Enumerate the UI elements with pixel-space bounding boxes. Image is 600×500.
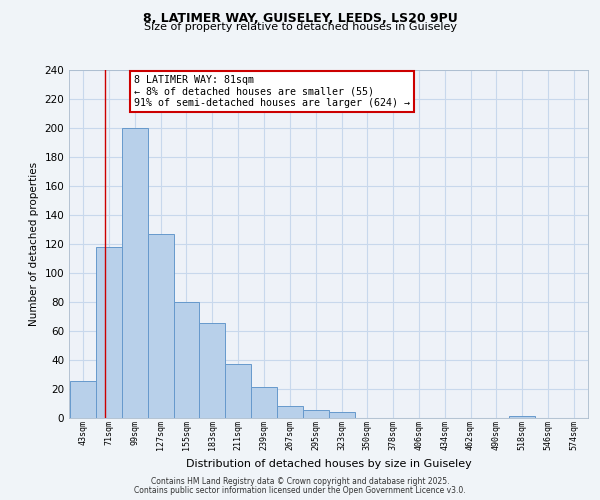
Text: Contains public sector information licensed under the Open Government Licence v3: Contains public sector information licen… [134, 486, 466, 495]
Y-axis label: Number of detached properties: Number of detached properties [29, 162, 39, 326]
Bar [303, 410, 329, 418]
Bar [226, 364, 251, 418]
X-axis label: Distribution of detached houses by size in Guiseley: Distribution of detached houses by size … [185, 458, 472, 468]
Text: Contains HM Land Registry data © Crown copyright and database right 2025.: Contains HM Land Registry data © Crown c… [151, 477, 449, 486]
Bar [148, 234, 173, 418]
Bar [329, 412, 355, 418]
Text: Size of property relative to detached houses in Guiseley: Size of property relative to detached ho… [143, 22, 457, 32]
Bar [509, 416, 535, 418]
Text: 8, LATIMER WAY, GUISELEY, LEEDS, LS20 9PU: 8, LATIMER WAY, GUISELEY, LEEDS, LS20 9P… [143, 12, 457, 26]
Bar [70, 382, 96, 418]
Text: 8 LATIMER WAY: 81sqm
← 8% of detached houses are smaller (55)
91% of semi-detach: 8 LATIMER WAY: 81sqm ← 8% of detached ho… [134, 75, 410, 108]
Bar [277, 406, 303, 417]
Bar [251, 387, 277, 418]
Bar [122, 128, 148, 418]
Bar [199, 324, 226, 418]
Bar [96, 246, 122, 418]
Bar [173, 302, 199, 418]
